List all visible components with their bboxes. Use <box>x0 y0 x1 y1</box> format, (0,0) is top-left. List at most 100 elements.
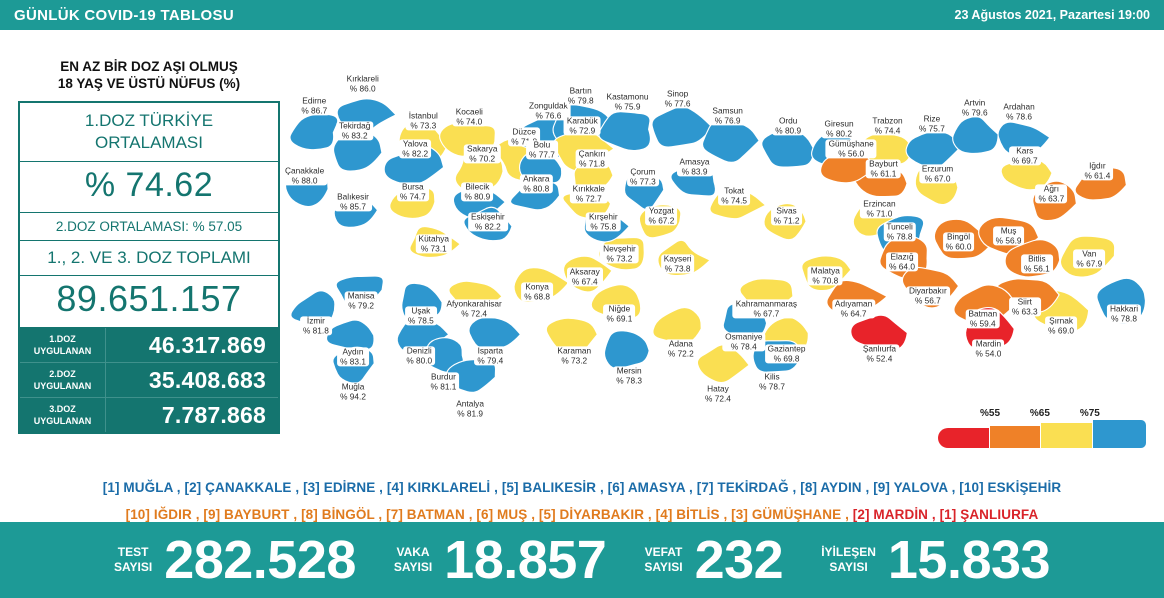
dose2-average-value: 2.DOZ ORTALAMASI: % 57.05 <box>20 213 278 241</box>
map-province-hatay <box>696 344 751 384</box>
vaccination-stats-box: 1.DOZ TÜRKİYE ORTALAMASI % 74.62 2.DOZ O… <box>18 101 280 434</box>
map-province-amasya <box>670 164 716 197</box>
dose-row-2-value: 35.408.683 <box>148 366 266 393</box>
stat-test-count-label-line2: SAYISI <box>113 560 153 574</box>
legend-gradient-bar <box>938 420 1147 448</box>
dose-row-1-value: 46.317.869 <box>148 331 266 358</box>
legend-tick-0: %55 <box>979 408 1001 419</box>
map-province-sivas <box>763 203 807 241</box>
map-province-artvin <box>952 116 999 155</box>
map-province-diyarbak-r <box>901 266 960 309</box>
legend-segment-red <box>938 428 990 448</box>
legend-segment-orange <box>989 426 1042 448</box>
map-province-isparta <box>468 316 522 350</box>
map-legend: %55 %65 %75 <box>938 408 1147 456</box>
map-province-i-zmir <box>290 290 336 329</box>
main-content: EN AZ BİR DOZ AŞI OLMUŞ 18 YAŞ VE ÜSTÜ N… <box>0 30 1164 522</box>
dose-row-3-label: 3.DOZ UYGULANAN <box>20 398 106 432</box>
map-province-tokat <box>709 188 767 220</box>
stat-test-count-label: TEST SAYISI <box>114 545 152 575</box>
map-province-manisa <box>335 275 384 308</box>
dose-row-1-label-line2: UYGULANAN <box>33 346 92 356</box>
map-province-samsun <box>701 120 760 163</box>
map-province-k-tahya <box>409 226 462 259</box>
map-province-ayd-n <box>325 319 375 351</box>
stat-case-count-value: 18.857 <box>444 530 607 590</box>
map-province-mu-la <box>332 346 375 384</box>
dose-row-1-label: 1.DOZ UYGULANAN <box>20 328 106 362</box>
stat-case-count-label-line2: SAYISI <box>393 560 433 574</box>
bottom-provinces-orange-part: [10] IĞDIR , [9] BAYBURT , [8] BİNGÖL , … <box>125 507 853 522</box>
dose-row-2-label: 2.DOZ UYGULANAN <box>20 363 106 397</box>
legend-tick-row: %55 %65 %75 <box>938 408 1146 422</box>
map-province-bursa <box>389 186 436 219</box>
map-province-k-r-kkale <box>562 189 612 219</box>
daily-summary-bar: TEST SAYISI 282.528 VAKA SAYISI 18.857 V… <box>0 522 1164 598</box>
stat-case-count-label-line1: VAKA <box>396 545 430 559</box>
map-province-erzurum <box>914 165 959 206</box>
map-province-konya <box>513 267 570 303</box>
map-province-bal-kesir <box>333 191 379 228</box>
map-province-ni-de <box>590 284 642 320</box>
dose-row-3-label-line1: 3.DOZ <box>49 404 76 414</box>
dose-row-3-value: 7.787.868 <box>161 401 266 428</box>
map-province-afyonkarahisar <box>448 280 503 317</box>
map-province-mersin <box>603 330 650 370</box>
stat-death-count-label: VEFAT SAYISI <box>644 545 682 575</box>
stat-recovered-count: İYİLEŞEN SAYISI 15.833 <box>821 532 1050 588</box>
dose1-average-value: % 74.62 <box>20 162 278 213</box>
page-title: GÜNLÜK COVID-19 TABLOSU <box>14 6 234 24</box>
stat-test-count: TEST SAYISI 282.528 <box>114 532 356 588</box>
panel-heading-line2: 18 YAŞ VE ÜSTÜ NÜFUS (%) <box>57 76 241 91</box>
stat-case-count: VAKA SAYISI 18.857 <box>394 530 607 590</box>
map-province-hakkari <box>1096 277 1147 325</box>
map-province--anl-urfa <box>850 314 908 352</box>
dose-row-3: 3.DOZ UYGULANAN 7.787.868 <box>20 398 278 432</box>
dose1-title: 1.DOZ TÜRKİYE ORTALAMASI <box>20 103 278 162</box>
vaccination-panel: EN AZ BİR DOZ AŞI OLMUŞ 18 YAŞ VE ÜSTÜ N… <box>18 58 280 434</box>
panel-heading: EN AZ BİR DOZ AŞI OLMUŞ 18 YAŞ VE ÜSTÜ N… <box>18 58 280 92</box>
map-province-kayseri <box>657 239 712 277</box>
map-province-i-d-r <box>1074 167 1127 201</box>
bottom-provinces-red-part: [2] MARDİN , [1] ŞANLIURFA <box>852 507 1039 522</box>
map-province-karaman <box>545 317 599 356</box>
map-province-ankara <box>510 181 561 211</box>
top-provinces-line: [1] MUĞLA , [2] ÇANAKKALE , [3] EDİRNE ,… <box>102 480 1062 495</box>
bottom-provinces-line: [10] IĞDIR , [9] BAYBURT , [8] BİNGÖL , … <box>0 501 1164 528</box>
legend-tick-1: %65 <box>1029 408 1050 419</box>
map-province-mardin <box>965 307 1015 351</box>
dose1-title-line1: 1.DOZ TÜRKİYE <box>84 111 214 130</box>
stat-death-count-value: 232 <box>694 530 784 590</box>
panel-heading-line1: EN AZ BİR DOZ AŞI OLMUŞ <box>60 59 238 74</box>
map-province-van <box>1059 235 1116 278</box>
legend-segment-yellow <box>1041 423 1093 448</box>
report-timestamp: 23 Ağustos 2021, Pazartesi 19:00 <box>954 8 1150 22</box>
map-svg <box>284 98 1147 393</box>
turkey-vaccination-map: Kırklareli% 86.0 Edirne% 86.7 Tekirdağ% 83… <box>281 64 1162 424</box>
map-province-yalova <box>383 144 445 185</box>
stat-death-count-label-line2: SAYISI <box>644 560 683 574</box>
legend-segment-blue <box>1092 420 1147 448</box>
map-province-kilis <box>752 340 803 373</box>
total-doses-value: 89.651.157 <box>20 276 278 328</box>
total-doses-label: 1., 2. VE 3. DOZ TOPLAMI <box>20 241 278 276</box>
map-province--orum <box>623 172 665 211</box>
header-bar: GÜNLÜK COVID-19 TABLOSU 23 Ağustos 2021,… <box>0 0 1164 30</box>
map-province-adana <box>652 307 702 345</box>
dose-row-1: 1.DOZ UYGULANAN 46.317.869 <box>20 328 278 363</box>
dose-row-2: 2.DOZ UYGULANAN 35.408.683 <box>20 363 278 398</box>
dose-row-1-label-line1: 1.DOZ <box>49 334 76 344</box>
stat-case-count-label: VAKA SAYISI <box>394 545 432 575</box>
stat-recovered-count-label: İYİLEŞEN SAYISI <box>821 545 876 575</box>
stat-test-count-value: 282.528 <box>164 530 356 590</box>
stat-test-count-label-line1: TEST <box>117 545 149 559</box>
dose-row-2-label-line1: 2.DOZ <box>49 369 76 379</box>
province-rank-lists: [1] MUĞLA , [2] ÇANAKKALE , [3] EDİRNE ,… <box>0 474 1164 528</box>
stat-recovered-count-value: 15.833 <box>887 530 1051 590</box>
map-province-edirne <box>289 113 339 151</box>
legend-tick-2: %75 <box>1079 408 1100 419</box>
map-province-k-rklareli <box>336 98 397 134</box>
stat-recovered-count-label-line2: SAYISI <box>829 560 868 574</box>
stat-death-count: VEFAT SAYISI 232 <box>644 532 783 588</box>
